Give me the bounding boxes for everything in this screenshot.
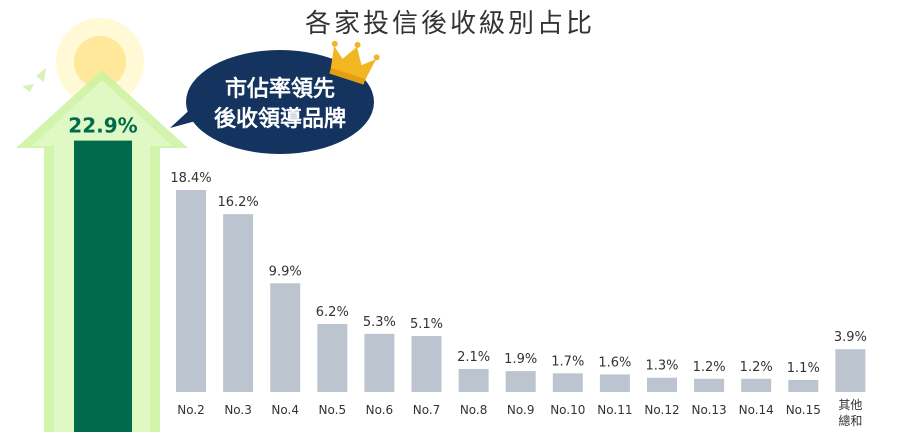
bar-value-label: 1.7%: [551, 354, 584, 369]
bar: [505, 371, 536, 392]
category-label: No.12: [644, 403, 679, 417]
bar: [835, 349, 866, 392]
bar-value-label: 5.3%: [363, 315, 396, 330]
bar-value-label: 1.2%: [740, 360, 773, 375]
leader-category-label: 柏瑞: [75, 399, 131, 432]
bar: [552, 373, 583, 392]
badge-line-2: 後收領導品牌: [214, 106, 346, 132]
category-label: No.13: [691, 403, 726, 417]
category-label: No.11: [597, 403, 632, 417]
bar-leader: [74, 140, 132, 432]
category-label: No.5: [319, 403, 347, 417]
bar: [788, 379, 819, 392]
sparkle-left-icon: [36, 68, 46, 82]
bar: [364, 333, 395, 392]
category-label: No.15: [786, 403, 821, 417]
bar-value-label: 2.1%: [457, 350, 490, 365]
bar: [176, 190, 206, 392]
chart-title: 各家投信後收級別占比: [305, 9, 595, 39]
bar: [223, 214, 254, 392]
bar-value-label: 1.2%: [693, 360, 726, 375]
bar: [411, 336, 442, 392]
category-label: No.10: [550, 403, 585, 417]
bar-value-label: 1.3%: [645, 359, 678, 374]
crown-icon: [329, 40, 380, 85]
bars-group: 18.4% No.2 16.2% No.3 9.9% No.4 6.2% No.5 5.3% No…: [170, 171, 867, 428]
category-label: No.8: [460, 403, 488, 417]
category-label: No.7: [413, 403, 441, 417]
category-label: No.14: [739, 403, 774, 417]
category-label: No.9: [507, 403, 535, 417]
bar-value-label: 3.9%: [834, 330, 867, 345]
leader-badge: 市佔率領先 後收領導品牌: [170, 40, 380, 154]
bar-value-label: 16.2%: [217, 195, 258, 210]
bar: [458, 368, 489, 392]
badge-line-1: 市佔率領先: [225, 76, 335, 102]
sparkle-left2-icon: [22, 84, 34, 92]
leader-value-label: 22.9%: [68, 114, 137, 138]
category-label: No.2: [177, 403, 205, 417]
bar-value-label: 5.1%: [410, 317, 443, 332]
speech-bubble: [186, 50, 374, 154]
bar-value-label: 1.1%: [787, 361, 820, 376]
category-label: No.4: [271, 403, 299, 417]
bar: [647, 377, 677, 392]
category-label: 其他: [838, 398, 862, 412]
category-label: No.6: [366, 403, 394, 417]
bar: [317, 323, 348, 392]
bar: [270, 283, 301, 392]
bar: [694, 378, 725, 392]
category-label: 總和: [838, 413, 862, 428]
bar: [741, 378, 772, 392]
bar: [599, 374, 630, 392]
bar-value-label: 6.2%: [316, 305, 349, 320]
bar-value-label: 1.6%: [598, 355, 631, 370]
bar-value-label: 1.9%: [504, 352, 537, 367]
bar-value-label: 18.4%: [170, 171, 211, 186]
bar-value-label: 9.9%: [269, 264, 302, 279]
sun-icon: [74, 36, 126, 88]
category-label: No.3: [224, 403, 252, 417]
